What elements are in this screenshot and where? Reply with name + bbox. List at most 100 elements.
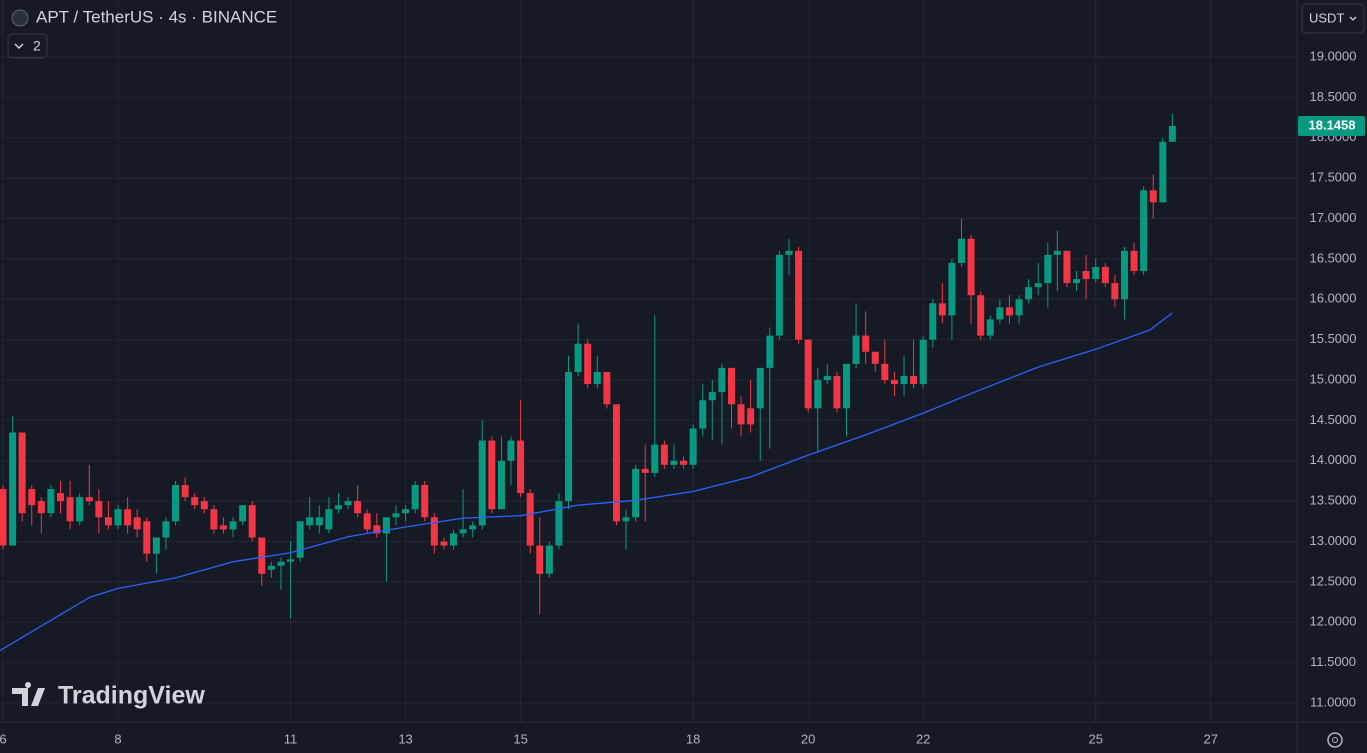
candle-body [584,343,592,385]
y-tick-label: 11.5000 [1310,654,1356,669]
candle-body [334,505,342,510]
y-tick-label: 12.0000 [1310,614,1357,629]
candle-body [497,460,505,510]
candle-body [200,501,208,510]
y-tick-label: 18.5000 [1310,89,1357,104]
candle-body [306,517,314,526]
candle-body [747,408,755,425]
candle-body [775,254,783,336]
y-tick-label: 16.0000 [1310,291,1357,306]
candle-body [651,444,659,473]
candle-body [622,517,630,522]
candle-body [536,545,544,574]
candle-body [449,533,457,546]
candle-body [152,537,160,554]
candle-body [0,489,7,546]
candle-body [718,367,726,393]
candle-body [517,440,525,494]
candle-body [1168,125,1176,142]
x-tick-label: 27 [1203,731,1217,746]
candle-body [124,509,132,526]
candle-body [47,489,55,514]
plot [0,113,1176,652]
candle-body [727,367,735,405]
chevron-icon [14,43,24,50]
candle-body [18,432,26,514]
candle-body [1082,271,1090,280]
candle-body [143,521,151,554]
candle-body [162,521,170,538]
candle-body [881,363,889,381]
x-tick-label: 22 [916,731,930,746]
x-tick-label: 13 [398,731,412,746]
candle-body [181,484,189,498]
candle-body [354,501,362,514]
candle-body [699,400,707,429]
candle-body [1034,283,1042,288]
candle-body [929,303,937,340]
currency-label: USDT [1309,10,1344,25]
candle-body [1092,266,1100,280]
candle-body [287,559,295,562]
candle-body [823,375,831,381]
logo-icon [12,682,45,706]
candle-body [632,468,640,518]
candle-body [1044,254,1052,284]
logo: TradingView [12,682,205,710]
candle-body [267,565,275,570]
settings-button[interactable] [1327,732,1343,748]
candle-body [191,497,199,506]
candle-body [1073,279,1081,284]
candle-body [248,505,256,538]
y-tick-label: 15.5000 [1310,331,1357,346]
candle-body [469,525,477,530]
candle-body [229,521,237,530]
x-tick-label: 15 [513,731,527,746]
candle-body [411,484,419,510]
candle-body [1140,190,1148,272]
candle-body [440,541,448,546]
candle-body [967,238,975,296]
x-tick-label: 11 [284,731,298,746]
candle-body [382,517,390,534]
candle-body [938,303,946,316]
candle-body [133,517,141,530]
candle-body [1130,250,1138,272]
indicator-toggle[interactable] [7,33,48,59]
candle-body [488,440,496,510]
candle-body [239,505,247,522]
candle-body [219,525,227,530]
candle-body [478,440,486,526]
candle-body [862,335,870,352]
y-tick-label: 13.0000 [1310,533,1357,548]
candle-body [689,428,697,465]
candle-body [114,509,122,526]
y-tick-label: 12.5000 [1310,573,1357,588]
candle-body [363,513,371,530]
candle-body [708,392,716,401]
candle-body [977,295,985,336]
candle-body [565,371,573,502]
candle-body [344,501,352,506]
candle-body [258,537,266,574]
candle-body [919,339,927,385]
candle-body [1015,299,1023,316]
candle-body [814,380,822,409]
candle-body [670,460,678,465]
currency-button[interactable] [1301,3,1365,34]
candle-body [1053,250,1061,255]
y-tick-label: 17.5000 [1310,170,1357,185]
y-tick-label: 11.0000 [1310,694,1356,709]
candle-body [660,444,668,465]
candle-body [852,335,860,364]
x-tick-label: 25 [1088,731,1102,746]
candle-body [57,493,65,502]
candle-body [325,509,333,530]
candle-body [1101,266,1109,284]
chevron-icon [1349,16,1357,21]
candle-body [555,501,563,546]
y-tick-label: 13.5000 [1310,493,1357,508]
candle-body [986,319,994,336]
